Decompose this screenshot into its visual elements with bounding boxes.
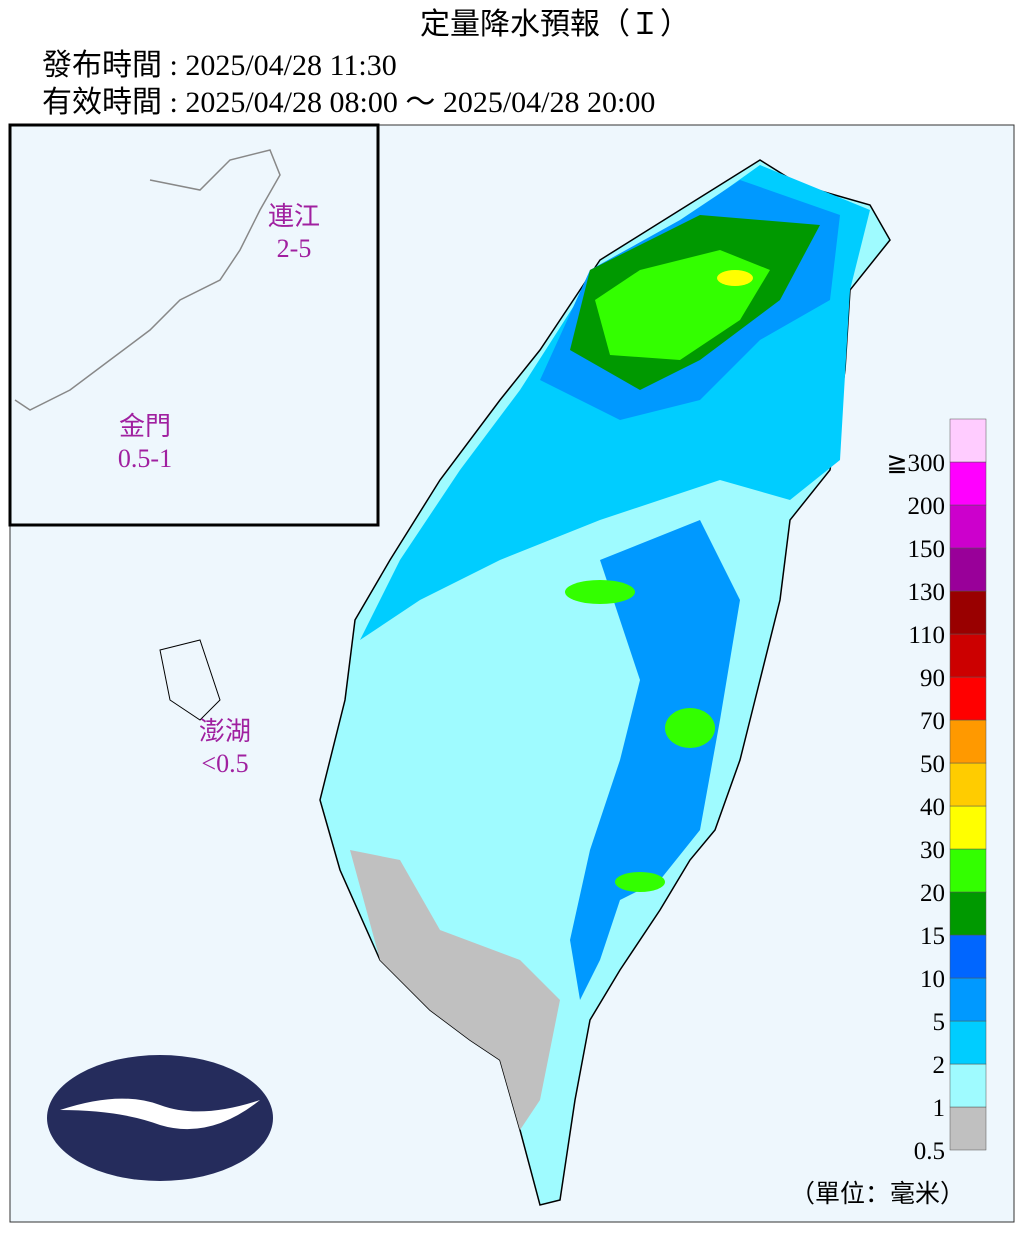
legend-label: 90 — [920, 665, 945, 692]
legend-swatch — [949, 719, 987, 764]
title: 定量降水預報（Ｉ） — [420, 8, 690, 41]
legend-swatch — [949, 762, 987, 807]
rain-area — [350, 850, 560, 1130]
legend-swatch — [949, 461, 987, 506]
legend-label: 0.5 — [914, 1138, 945, 1165]
coastline — [14, 149, 281, 411]
rain-area — [665, 708, 715, 748]
legend-swatch — [949, 676, 987, 721]
legend-label: 130 — [908, 579, 946, 606]
cwa-logo-cloud — [60, 1098, 260, 1130]
legend-label: 1 — [933, 1095, 946, 1122]
legend-label: 5 — [933, 1009, 946, 1036]
legend-swatch — [949, 805, 987, 850]
legend-label: 20 — [920, 880, 945, 907]
legend-label: 70 — [920, 708, 945, 735]
rain-area — [570, 520, 740, 1000]
region-value: <0.5 — [201, 749, 248, 778]
legend-label: 15 — [920, 923, 945, 950]
inset-frame — [8, 123, 380, 527]
legend-swatch — [949, 848, 987, 893]
legend-label: 30 — [920, 837, 945, 864]
legend-swatch — [949, 504, 987, 549]
legend-swatch — [949, 547, 987, 592]
unit-label: （單位：毫米） — [790, 1180, 965, 1208]
legend-label: 200 — [908, 493, 946, 520]
legend-swatch — [949, 1063, 987, 1108]
valid-time: 有效時間 : 2025/04/28 08:00 ～ 2025/04/28 20:… — [42, 86, 655, 119]
legend-label: 2 — [933, 1052, 946, 1079]
rain-area — [565, 580, 635, 604]
legend-label: 10 — [920, 966, 945, 993]
legend-swatch — [949, 590, 987, 635]
rain-area — [717, 270, 753, 286]
legend-swatch — [949, 1106, 987, 1151]
region-value: 2-5 — [277, 234, 312, 263]
legend-label: 150 — [908, 536, 946, 563]
region-name: 金門 — [119, 412, 171, 441]
legend-swatch — [949, 977, 987, 1022]
legend-label: 110 — [908, 622, 945, 649]
legend-label: 40 — [920, 794, 945, 821]
legend-swatch — [949, 1020, 987, 1065]
issued-time: 發布時間 : 2025/04/28 11:30 — [42, 49, 397, 82]
legend-label: 50 — [920, 751, 945, 778]
legend-swatch — [949, 633, 987, 678]
penghu-outline — [159, 639, 221, 721]
legend-swatch — [949, 891, 987, 936]
rain-area — [615, 872, 665, 892]
region-value: 0.5-1 — [118, 444, 172, 473]
legend-swatch — [949, 418, 987, 463]
region-name: 連江 — [268, 202, 320, 231]
legend-swatch — [949, 934, 987, 979]
region-name: 澎湖 — [199, 717, 251, 746]
legend-label: ≧300 — [887, 450, 945, 477]
